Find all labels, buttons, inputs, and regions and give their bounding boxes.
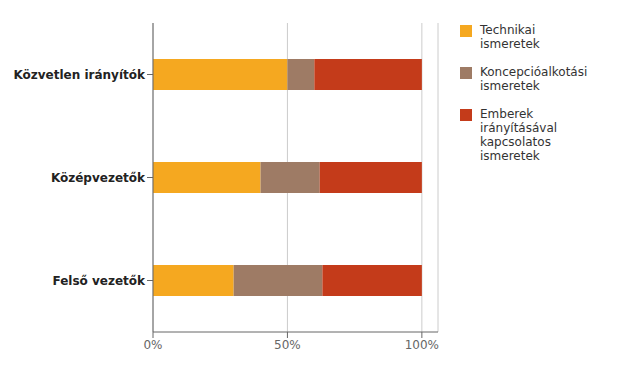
svg-text:100%: 100%	[405, 338, 439, 352]
svg-text:Felső vezetők: Felső vezetők	[52, 274, 146, 288]
svg-text:Közvetlen irányítók: Közvetlen irányítók	[13, 68, 146, 82]
svg-text:Középvezetők: Középvezetők	[51, 171, 146, 185]
html-text:ismeretek: ismeretek	[480, 79, 540, 93]
html-text:Koncepcióalkotási: Koncepcióalkotási	[480, 65, 588, 79]
html-text:irányításával: irányításával	[480, 121, 558, 135]
html-text:ismeretek: ismeretek	[480, 37, 540, 51]
html-text:Technikai: Technikai	[480, 23, 536, 37]
html-text:Emberek: Emberek	[480, 107, 534, 121]
svg-text:50%: 50%	[274, 338, 301, 352]
svg-text:0%: 0%	[143, 338, 162, 352]
html-text:kapcsolatos: kapcsolatos	[480, 135, 551, 149]
html-text:ismeretek: ismeretek	[480, 149, 540, 163]
